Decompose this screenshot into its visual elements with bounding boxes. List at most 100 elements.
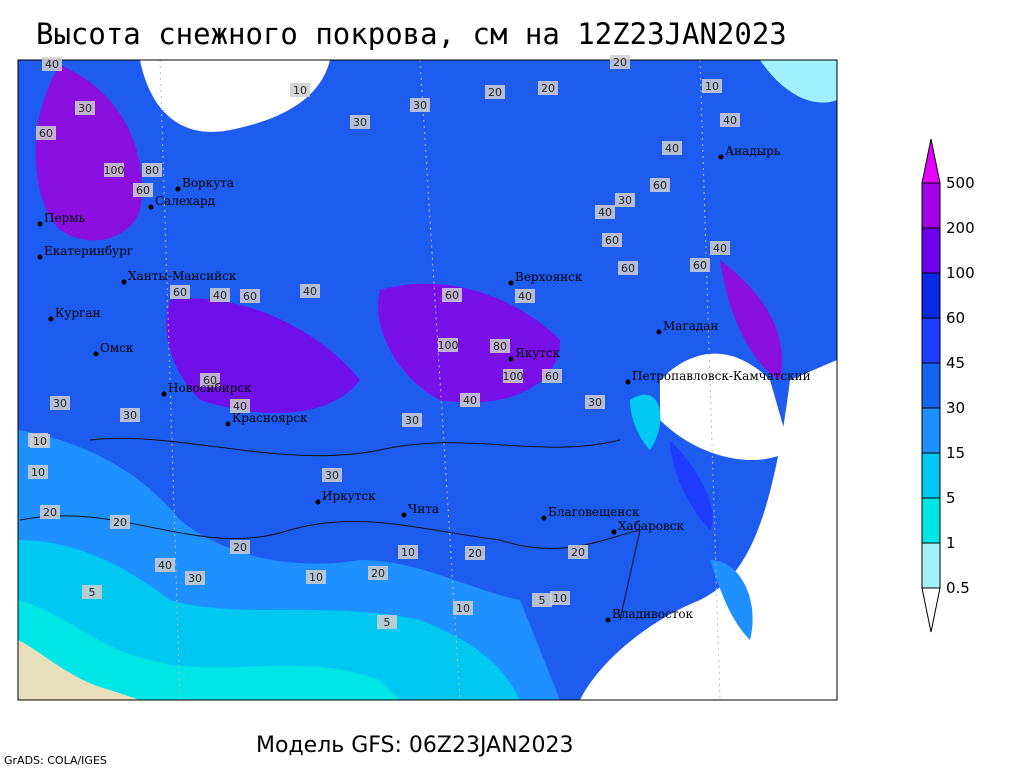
contour-label-box [30,434,50,448]
city-dot [625,379,631,385]
contour-label: 40 [303,285,317,298]
contour-label: 10 [553,592,567,605]
contour-label: 30 [405,414,419,427]
contour-label: 30 [325,469,339,482]
city-label: Владивосток [612,607,694,621]
contour-label: 30 [588,396,602,409]
city-label: Салехард [155,194,215,208]
city-label: Якутск [515,346,561,360]
contour-label-box [185,571,205,585]
colorbar-box [921,227,941,274]
contour-label: 40 [158,559,172,572]
contour-label-box [650,178,670,192]
contour-label: 20 [43,506,57,519]
contour-label: 10 [293,84,307,97]
city-label: Омск [100,341,134,355]
contour-label-box [453,601,473,615]
contour-label-box [503,369,523,383]
contour-label-box [142,163,162,177]
city-label: Пермь [44,211,86,225]
city-dot [315,499,321,505]
contour-label-box [230,540,250,554]
contour-label: 10 [705,80,719,93]
contour-label: 80 [145,164,159,177]
contour-label-box [200,373,220,387]
contour-label: 40 [598,206,612,219]
colorbar-label: 1 [946,534,956,552]
contour-label: 60 [445,289,459,302]
contour-label-box [306,570,326,584]
contour-label: 60 [173,286,187,299]
contour-label: 30 [53,397,67,410]
contour-label-box [42,57,62,71]
model-label: Модель GFS: 06Z23JAN2023 [256,733,574,758]
contour-label-box [460,393,480,407]
city-label: Красноярск [232,411,308,425]
sea [760,60,837,103]
colorbar-label: 0.5 [946,579,970,597]
coast [630,394,661,450]
city-label: Чита [408,502,439,516]
contour-label: 20 [488,86,502,99]
contour-label: 60 [693,259,707,272]
contour-label-box [36,126,56,140]
map-frame [17,59,838,701]
region-deep [35,65,142,241]
city-dot [605,617,611,623]
contour-label: 60 [605,234,619,247]
colorbar-box [921,272,941,319]
contour-label-box [595,205,615,219]
city-dot [121,279,127,285]
contour-label-box [368,566,388,580]
contour-label-box [110,515,130,529]
contour-label-box [50,396,70,410]
city-dot [225,421,231,427]
contour-label: 20 [371,567,385,580]
contour-label-box [82,585,102,599]
city-dot [161,391,167,397]
contour-label-box [615,193,635,207]
city-label: Воркута [182,176,234,190]
graticule [159,60,721,700]
contour-label-box [490,339,510,353]
colorbar-label: 30 [946,399,965,417]
colorbar-label: 500 [946,174,975,192]
contour-label-box [442,288,462,302]
city-label: Новосибирск [168,381,252,395]
contour-label: 80 [493,340,507,353]
contour-label-box [402,413,422,427]
colorbar-box [921,407,941,454]
map [18,60,837,700]
contour-label: 40 [233,400,247,413]
contour-label: 100 [503,370,524,383]
contour-label: 5 [384,616,391,629]
city-dot [175,186,181,192]
contour-label: 60 [203,374,217,387]
contour-label: 20 [541,82,555,95]
contour-label: 10 [33,435,47,448]
sea [580,360,837,700]
city-dot [508,280,514,286]
city-label: Иркутск [322,489,376,503]
contour-label-box [702,79,722,93]
colorbar-box [921,497,941,544]
contour-label: 40 [723,114,737,127]
contour-label: 20 [468,547,482,560]
contour-label-box [515,289,535,303]
city-dot [93,351,99,357]
city-label: Петропавловск-Камчатский [632,369,811,383]
contour-label: 30 [123,409,137,422]
city-label: Анадырь [725,144,781,158]
contour-label-box [585,395,605,409]
contour-label-box [170,285,190,299]
city-dot [148,204,154,210]
contour-label-box [720,113,740,127]
contour-label: 40 [713,242,727,255]
contour-label-box [290,83,310,97]
colorbar-label: 60 [946,309,965,327]
region-bare [18,640,140,700]
colorbar-end [921,587,941,633]
contour-label: 100 [438,339,459,352]
city-dot [508,356,514,362]
contour-label-box [104,163,124,177]
